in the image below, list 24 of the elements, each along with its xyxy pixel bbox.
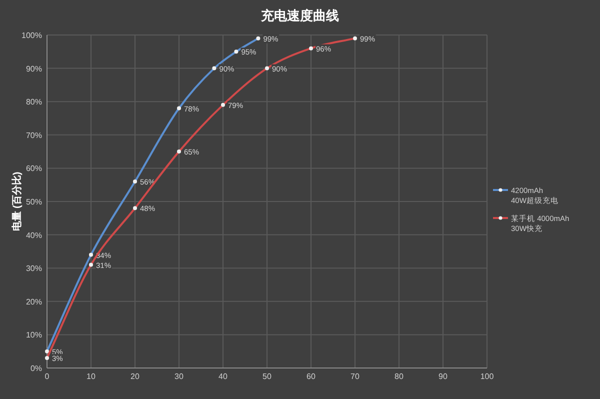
y-tick-label: 80%	[26, 98, 42, 107]
chart-title: 充电速度曲线	[260, 8, 339, 23]
x-tick-label: 80	[394, 372, 404, 381]
y-tick-label: 20%	[26, 297, 42, 306]
x-tick-label: 30	[174, 372, 184, 381]
y-tick-label: 100%	[22, 31, 42, 40]
y-tick-label: 10%	[26, 330, 42, 340]
x-tick-label: 90	[438, 372, 448, 381]
x-tick-label: 0	[44, 372, 50, 381]
y-tick-label: 90%	[26, 64, 42, 74]
x-tick-label: 50	[262, 372, 272, 381]
y-tick-label: 0%	[30, 364, 42, 373]
y-tick-label: 50%	[26, 198, 42, 206]
y-tick-label: 60%	[26, 164, 42, 174]
x-tick-label: 40	[218, 372, 228, 381]
y-tick-label: 40%	[26, 230, 42, 240]
x-tick-label: 60	[306, 372, 316, 381]
y-axis-title: 电量 (百分比)	[11, 172, 23, 232]
y-tick-label: 30%	[26, 264, 42, 274]
x-tick-label: 100	[480, 372, 494, 381]
x-tick-label: 10	[86, 372, 96, 381]
x-tick-label: 70	[350, 372, 360, 381]
x-tick-label: 20	[130, 372, 140, 381]
y-tick-label: 70%	[26, 130, 42, 140]
